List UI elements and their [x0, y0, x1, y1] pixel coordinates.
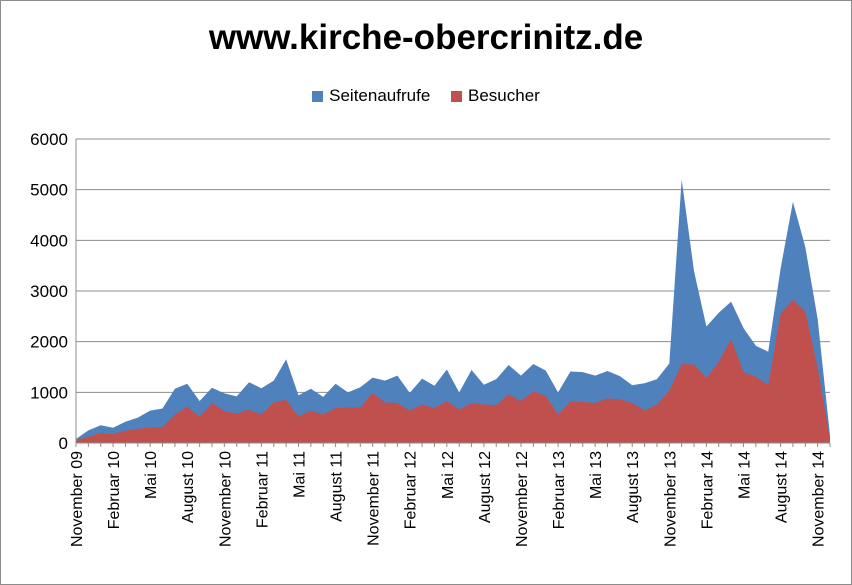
legend: Seitenaufrufe Besucher [0, 86, 852, 107]
x-tick-label: November 14 [811, 451, 828, 547]
legend-swatch-series-1 [312, 90, 324, 102]
x-tick-label: Mai 11 [291, 451, 308, 498]
x-tick-label: August 13 [625, 451, 642, 523]
x-tick-label: November 10 [217, 451, 234, 547]
x-tick-label: Februar 11 [254, 451, 271, 528]
x-tick-label: November 09 [69, 451, 86, 547]
x-tick-label: November 11 [366, 451, 383, 546]
x-tick-label: November 12 [514, 451, 531, 547]
chart-title: www.kirche-obercrinitz.de [208, 18, 644, 57]
y-tick-label: 3000 [30, 282, 68, 301]
y-tick-label: 1000 [30, 383, 68, 402]
x-tick-label: Mai 14 [736, 451, 753, 499]
legend-item-series-2: Besucher [451, 86, 540, 106]
x-tick-label: Februar 14 [699, 451, 716, 529]
y-tick-label: 2000 [30, 333, 68, 352]
y-tick-label: 0 [59, 434, 68, 453]
y-tick-label: 4000 [30, 231, 68, 250]
x-tick-label: August 11 [329, 451, 346, 522]
x-tick-label: Mai 13 [588, 451, 605, 499]
area-series-2 [76, 299, 830, 443]
x-tick-label: Februar 12 [403, 451, 420, 529]
x-tick-label: Mai 10 [143, 451, 160, 499]
legend-label-series-2: Besucher [468, 86, 540, 105]
x-tick-label: Februar 13 [551, 451, 568, 529]
y-tick-label: 6000 [30, 130, 68, 149]
x-tick-label: August 14 [774, 451, 791, 523]
y-tick-label: 5000 [30, 181, 68, 200]
legend-label-series-1: Seitenaufrufe [329, 86, 431, 105]
legend-swatch-series-2 [451, 90, 463, 102]
x-tick-label: Februar 10 [106, 451, 123, 529]
legend-item-series-1: Seitenaufrufe [312, 86, 430, 106]
x-tick-label: November 13 [662, 451, 679, 547]
x-tick-label: Mai 12 [440, 451, 457, 499]
x-tick-label: August 12 [477, 451, 494, 523]
x-tick-label: August 10 [180, 451, 197, 523]
